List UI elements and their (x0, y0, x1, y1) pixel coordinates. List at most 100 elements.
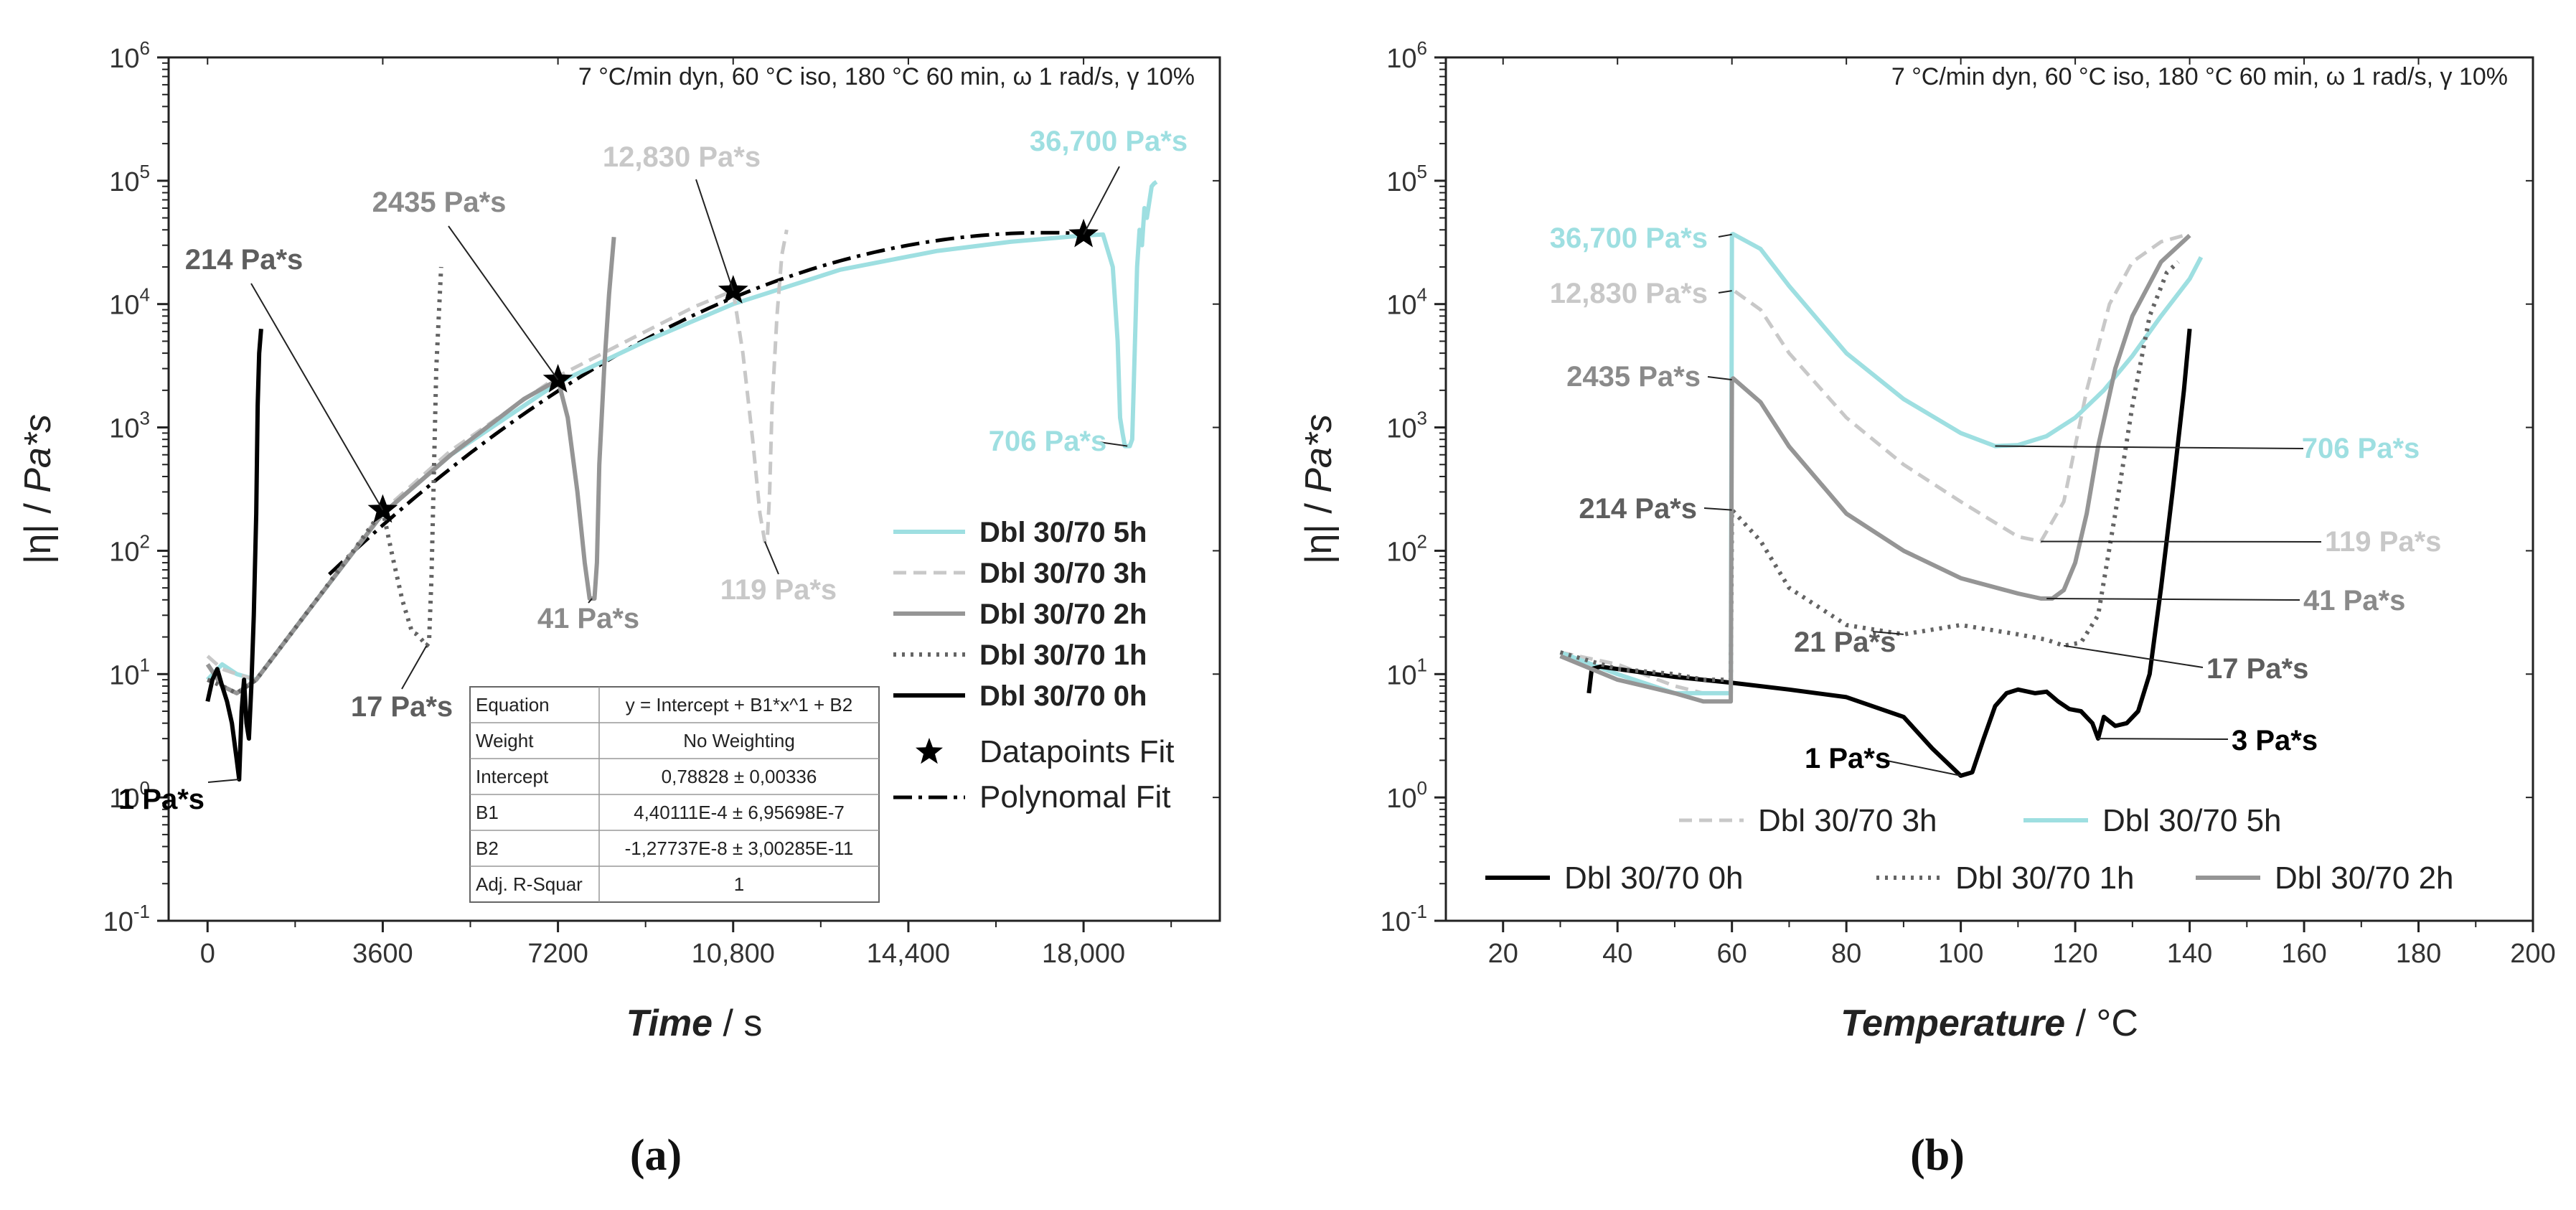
y-tick-exponent: 1 (140, 654, 150, 675)
y-tick-label: 106 (1386, 37, 1427, 74)
annotation-leader-line (763, 541, 779, 575)
legend-label: Dbl 30/70 3h (979, 558, 1147, 589)
annotation-leader-line (695, 179, 734, 291)
fit-table-value: No Weighting (683, 730, 795, 751)
x-tick-label: 3600 (352, 939, 413, 969)
y-tick-base: 10 (1386, 167, 1416, 197)
annotation-label: 3 Pa*s (2232, 725, 2318, 756)
annotation-label: 12,830 Pa*s (603, 141, 761, 173)
annotation-leader-line (1707, 376, 1732, 381)
y-tick-exponent: 6 (140, 37, 150, 59)
fit-table-key: Adj. R-Squar (476, 873, 583, 895)
annotation-leader-line (2041, 540, 2322, 543)
y-tick-base: 10 (1386, 414, 1416, 444)
legend-label: Dbl 30/70 2h (2275, 860, 2454, 896)
y-tick-base: 10 (1386, 537, 1416, 567)
y-tick-base: 10 (109, 784, 139, 814)
y-tick-label: 105 (109, 161, 150, 197)
x-axis-label-unit: / °C (2065, 1003, 2138, 1044)
panel-label: (b) (1910, 1131, 1965, 1180)
y-tick-exponent: 3 (140, 408, 150, 429)
y-axis-label-unit: Pa*s (17, 414, 59, 493)
x-tick-label: 80 (1831, 939, 1861, 969)
y-axis-label-name: |η| / (1298, 493, 1340, 564)
y-tick-base: 10 (109, 291, 139, 321)
y-tick-exponent: 5 (1417, 161, 1427, 182)
annotation-leader-line (588, 598, 593, 604)
annotation-label: 21 Pa*s (1794, 627, 1896, 658)
annotation-leader-line (1703, 507, 1732, 511)
legend-label: Dbl 30/70 1h (979, 639, 1147, 671)
x-axis-label-unit: / s (713, 1003, 762, 1044)
y-tick-base: 10 (109, 414, 139, 444)
x-axis-label: Temperature / °C (1841, 1003, 2138, 1044)
fit-table: Equation y = Intercept + B1*x^1 + B2 Weigh… (469, 686, 880, 903)
annotation-label: 36,700 Pa*s (1030, 126, 1188, 157)
annotation-leader-line (1718, 290, 1732, 294)
annotation-label: 12,830 Pa*s (1550, 278, 1708, 309)
y-tick-base: 10 (1386, 44, 1416, 74)
annotation-leader-line (401, 645, 428, 690)
plot-frame (1444, 56, 2534, 922)
annotation-leader-line (448, 225, 559, 380)
plot-frame (167, 56, 1221, 922)
annotation-label: 119 Pa*s (2325, 526, 2441, 558)
y-tick-base: 10 (1381, 907, 1411, 937)
fit-table-value: y = Intercept + B1*x^1 + B2 (626, 694, 852, 716)
fit-star-point (367, 494, 398, 523)
y-tick-exponent: 4 (1417, 284, 1427, 306)
y-tick-base: 10 (109, 167, 139, 197)
y-tick-base: 10 (1386, 784, 1416, 814)
x-tick-label: 140 (2167, 939, 2212, 969)
legend-label: Dbl 30/70 2h (979, 599, 1147, 630)
annotation-label: 17 Pa*s (2206, 653, 2308, 685)
y-axis-label: |η| / Pa*s (17, 414, 59, 564)
x-tick-label: 7200 (527, 939, 588, 969)
x-tick-label: 120 (2052, 939, 2097, 969)
series-line-dbl-30-70-2h (1559, 233, 2191, 704)
fit-table-value: 1 (734, 873, 744, 895)
series-line-dbl-30-70-5h (1559, 232, 2204, 695)
y-tick-base: 10 (109, 44, 139, 74)
x-axis-label-name: Time (626, 1003, 713, 1044)
y-tick-label: 106 (109, 37, 150, 74)
y-tick-exponent: 1 (1417, 654, 1427, 675)
legend-label: Datapoints Fit (979, 734, 1174, 769)
annotation-label: 36,700 Pa*s (1550, 222, 1708, 254)
y-tick-exponent: 3 (1417, 408, 1427, 429)
x-tick-label: 40 (1602, 939, 1632, 969)
series-line-dbl-30-70-2h (205, 236, 616, 695)
fit-table-key: B2 (476, 838, 499, 859)
annotation-leader-line (207, 779, 240, 783)
y-tick-label: 101 (109, 654, 150, 690)
legend-label: Dbl 30/70 5h (979, 517, 1147, 548)
y-tick-exponent: 4 (140, 284, 150, 306)
annotation-label: 2435 Pa*s (372, 187, 507, 218)
y-tick-exponent: 2 (140, 530, 150, 552)
x-tick-label: 10,800 (692, 939, 775, 969)
annotation-leader-line (2097, 738, 2229, 740)
x-tick-label: 100 (1938, 939, 1983, 969)
fit-star-point (542, 364, 573, 393)
legend-label: Dbl 30/70 1h (1955, 860, 2135, 896)
annotation-leader-line (1995, 445, 2304, 449)
y-tick-exponent: -1 (1411, 901, 1427, 922)
annotation-label: 1 Pa*s (1805, 743, 1891, 774)
series-line-dbl-30-70-3h (206, 229, 789, 682)
annotation-label: 2435 Pa*s (1566, 361, 1701, 393)
y-axis-label-unit: Pa*s (1298, 414, 1340, 493)
fit-table-value: 0,78828 ± 0,00336 (662, 766, 817, 787)
annotation-leader-line (2046, 597, 2300, 601)
annotation-label: 1 Pa*s (118, 784, 205, 815)
annotation-label: 706 Pa*s (989, 426, 1107, 457)
annotation-label: 706 Pa*s (2302, 433, 2420, 464)
y-axis-label-name: |η| / (17, 493, 59, 564)
x-tick-label: 160 (2281, 939, 2326, 969)
polynomial-fit-line (328, 230, 1089, 576)
y-tick-label: 104 (109, 284, 150, 321)
series-line-dbl-30-70-0h (1587, 328, 2192, 778)
y-tick-exponent: 5 (140, 161, 150, 182)
y-tick-label: 10-1 (103, 901, 150, 937)
x-axis-label: Time / s (626, 1003, 763, 1044)
